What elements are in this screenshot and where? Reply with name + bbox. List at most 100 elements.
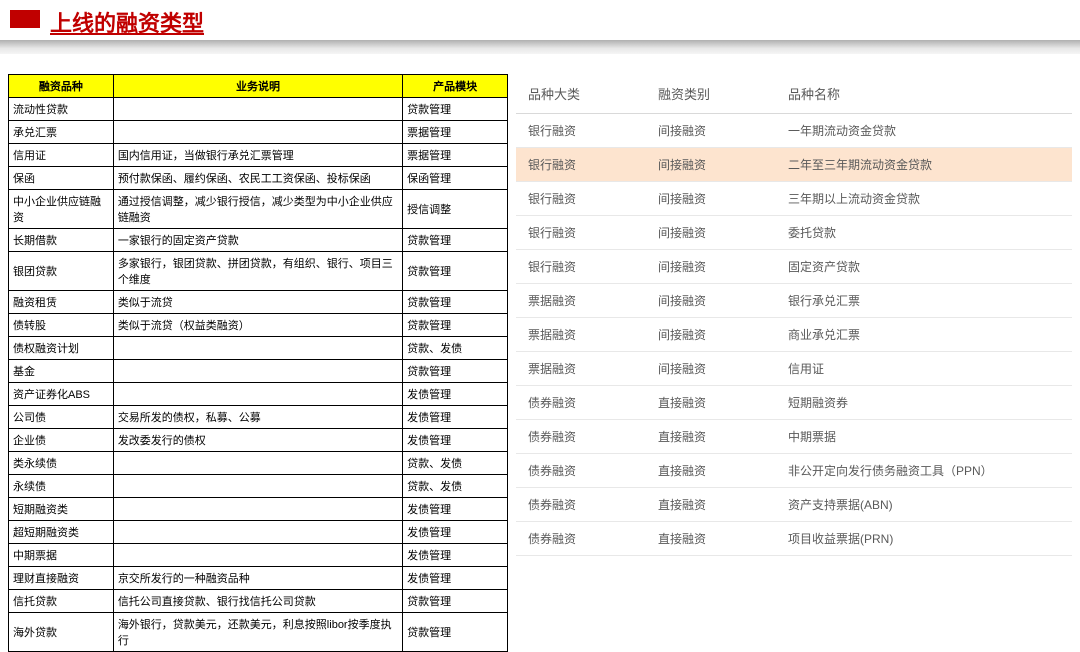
table-cell: 直接融资 bbox=[646, 488, 776, 522]
variety-table: 品种大类 融资类别 品种名称 银行融资间接融资一年期流动资金贷款银行融资间接融资… bbox=[516, 74, 1072, 556]
title-accent-block bbox=[10, 10, 40, 28]
table-cell: 中期票据 bbox=[9, 544, 114, 567]
table-cell bbox=[113, 383, 402, 406]
table-row: 类永续债贷款、发债 bbox=[9, 452, 508, 475]
table-cell: 委托贷款 bbox=[776, 216, 1072, 250]
table-cell: 直接融资 bbox=[646, 386, 776, 420]
table-cell: 贷款、发债 bbox=[403, 337, 508, 360]
table-cell: 债券融资 bbox=[516, 420, 646, 454]
table-cell: 票据融资 bbox=[516, 352, 646, 386]
table-cell: 间接融资 bbox=[646, 114, 776, 148]
table-row: 资产证券化ABS 发债管理 bbox=[9, 383, 508, 406]
table-cell: 通过授信调整，减少银行授信，减少类型为中小企业供应链融资 bbox=[113, 190, 402, 229]
table-cell: 保函管理 bbox=[403, 167, 508, 190]
table-cell bbox=[113, 521, 402, 544]
table-cell: 直接融资 bbox=[646, 420, 776, 454]
table-row: 银行融资间接融资委托贷款 bbox=[516, 216, 1072, 250]
table-cell bbox=[113, 475, 402, 498]
table-cell: 贷款管理 bbox=[403, 291, 508, 314]
table-cell: 银行融资 bbox=[516, 148, 646, 182]
table-cell: 贷款管理 bbox=[403, 613, 508, 652]
table-row: 银行融资间接融资二年至三年期流动资金贷款 bbox=[516, 148, 1072, 182]
table-row: 基金 贷款管理 bbox=[9, 360, 508, 383]
table-cell: 发债管理 bbox=[403, 383, 508, 406]
table-row: 承兑汇票 票据管理 bbox=[9, 121, 508, 144]
table-cell: 中小企业供应链融资 bbox=[9, 190, 114, 229]
table-cell: 三年期以上流动资金贷款 bbox=[776, 182, 1072, 216]
table-cell: 海外贷款 bbox=[9, 613, 114, 652]
table-cell: 保函 bbox=[9, 167, 114, 190]
table-cell bbox=[113, 360, 402, 383]
col-header-module: 产品模块 bbox=[403, 75, 508, 98]
table-cell: 信托贷款 bbox=[9, 590, 114, 613]
table-row: 中期票据 发债管理 bbox=[9, 544, 508, 567]
table-cell: 发债管理 bbox=[403, 498, 508, 521]
table-cell: 债转股 bbox=[9, 314, 114, 337]
table-cell: 间接融资 bbox=[646, 352, 776, 386]
table-cell: 发债管理 bbox=[403, 544, 508, 567]
table-row: 长期借款一家银行的固定资产贷款贷款管理 bbox=[9, 229, 508, 252]
table-row: 海外贷款海外银行，贷款美元，还款美元，利息按照libor按季度执行贷款管理 bbox=[9, 613, 508, 652]
table-cell: 债券融资 bbox=[516, 454, 646, 488]
table-cell: 债券融资 bbox=[516, 488, 646, 522]
table-cell bbox=[113, 337, 402, 360]
table-row: 票据融资间接融资信用证 bbox=[516, 352, 1072, 386]
table-cell: 贷款管理 bbox=[403, 98, 508, 121]
table-cell: 贷款管理 bbox=[403, 360, 508, 383]
table-row: 信用证国内信用证，当做银行承兑汇票管理票据管理 bbox=[9, 144, 508, 167]
table-cell: 企业债 bbox=[9, 429, 114, 452]
table-cell: 京交所发行的一种融资品种 bbox=[113, 567, 402, 590]
table-cell bbox=[113, 544, 402, 567]
right-panel: 品种大类 融资类别 品种名称 银行融资间接融资一年期流动资金贷款银行融资间接融资… bbox=[516, 74, 1072, 652]
table-cell: 直接融资 bbox=[646, 522, 776, 556]
table-cell: 银行融资 bbox=[516, 250, 646, 284]
table-cell: 资产证券化ABS bbox=[9, 383, 114, 406]
table-cell: 商业承兑汇票 bbox=[776, 318, 1072, 352]
table-cell: 债权融资计划 bbox=[9, 337, 114, 360]
col-header-name: 品种名称 bbox=[776, 74, 1072, 114]
table-row: 短期融资类发债管理 bbox=[9, 498, 508, 521]
col-header-desc: 业务说明 bbox=[113, 75, 402, 98]
table-cell: 贷款管理 bbox=[403, 590, 508, 613]
col-header-fintype: 融资类别 bbox=[646, 74, 776, 114]
table-cell: 短期融资券 bbox=[776, 386, 1072, 420]
table-row: 银行融资间接融资固定资产贷款 bbox=[516, 250, 1072, 284]
table-cell: 发债管理 bbox=[403, 406, 508, 429]
table-cell: 直接融资 bbox=[646, 454, 776, 488]
table-cell: 间接融资 bbox=[646, 182, 776, 216]
table-row: 永续债贷款、发债 bbox=[9, 475, 508, 498]
table-cell: 发改委发行的债权 bbox=[113, 429, 402, 452]
table-header-row: 融资品种 业务说明 产品模块 bbox=[9, 75, 508, 98]
table-row: 中小企业供应链融资通过授信调整，减少银行授信，减少类型为中小企业供应链融资授信调… bbox=[9, 190, 508, 229]
table-cell bbox=[113, 452, 402, 475]
table-row: 票据融资间接融资银行承兑汇票 bbox=[516, 284, 1072, 318]
table-cell: 间接融资 bbox=[646, 250, 776, 284]
table-cell: 一年期流动资金贷款 bbox=[776, 114, 1072, 148]
table-cell: 类似于流贷 bbox=[113, 291, 402, 314]
table-cell: 银行融资 bbox=[516, 114, 646, 148]
table-row: 债券融资直接融资中期票据 bbox=[516, 420, 1072, 454]
table-cell: 票据管理 bbox=[403, 121, 508, 144]
table-cell bbox=[113, 98, 402, 121]
table-cell: 承兑汇票 bbox=[9, 121, 114, 144]
table-cell: 债券融资 bbox=[516, 386, 646, 420]
table-cell: 信用证 bbox=[776, 352, 1072, 386]
table-cell: 贷款管理 bbox=[403, 314, 508, 337]
financing-type-table: 融资品种 业务说明 产品模块 流动性贷款贷款管理承兑汇票票据管理信用证国内信用证… bbox=[8, 74, 508, 652]
table-cell: 银行融资 bbox=[516, 216, 646, 250]
table-cell: 银行融资 bbox=[516, 182, 646, 216]
table-row: 融资租赁类似于流贷贷款管理 bbox=[9, 291, 508, 314]
table-cell: 票据融资 bbox=[516, 318, 646, 352]
table-cell: 非公开定向发行债务融资工具（PPN） bbox=[776, 454, 1072, 488]
table-cell: 票据管理 bbox=[403, 144, 508, 167]
table-row: 流动性贷款 贷款管理 bbox=[9, 98, 508, 121]
table-cell: 间接融资 bbox=[646, 216, 776, 250]
table-row: 银团贷款多家银行，银团贷款、拼团贷款，有组织、银行、项目三个维度贷款管理 bbox=[9, 252, 508, 291]
table-cell: 永续债 bbox=[9, 475, 114, 498]
table-cell: 流动性贷款 bbox=[9, 98, 114, 121]
table-row: 银行融资间接融资三年期以上流动资金贷款 bbox=[516, 182, 1072, 216]
table-row: 企业债发改委发行的债权发债管理 bbox=[9, 429, 508, 452]
table-cell: 银行承兑汇票 bbox=[776, 284, 1072, 318]
table-cell: 信用证 bbox=[9, 144, 114, 167]
table-cell: 基金 bbox=[9, 360, 114, 383]
